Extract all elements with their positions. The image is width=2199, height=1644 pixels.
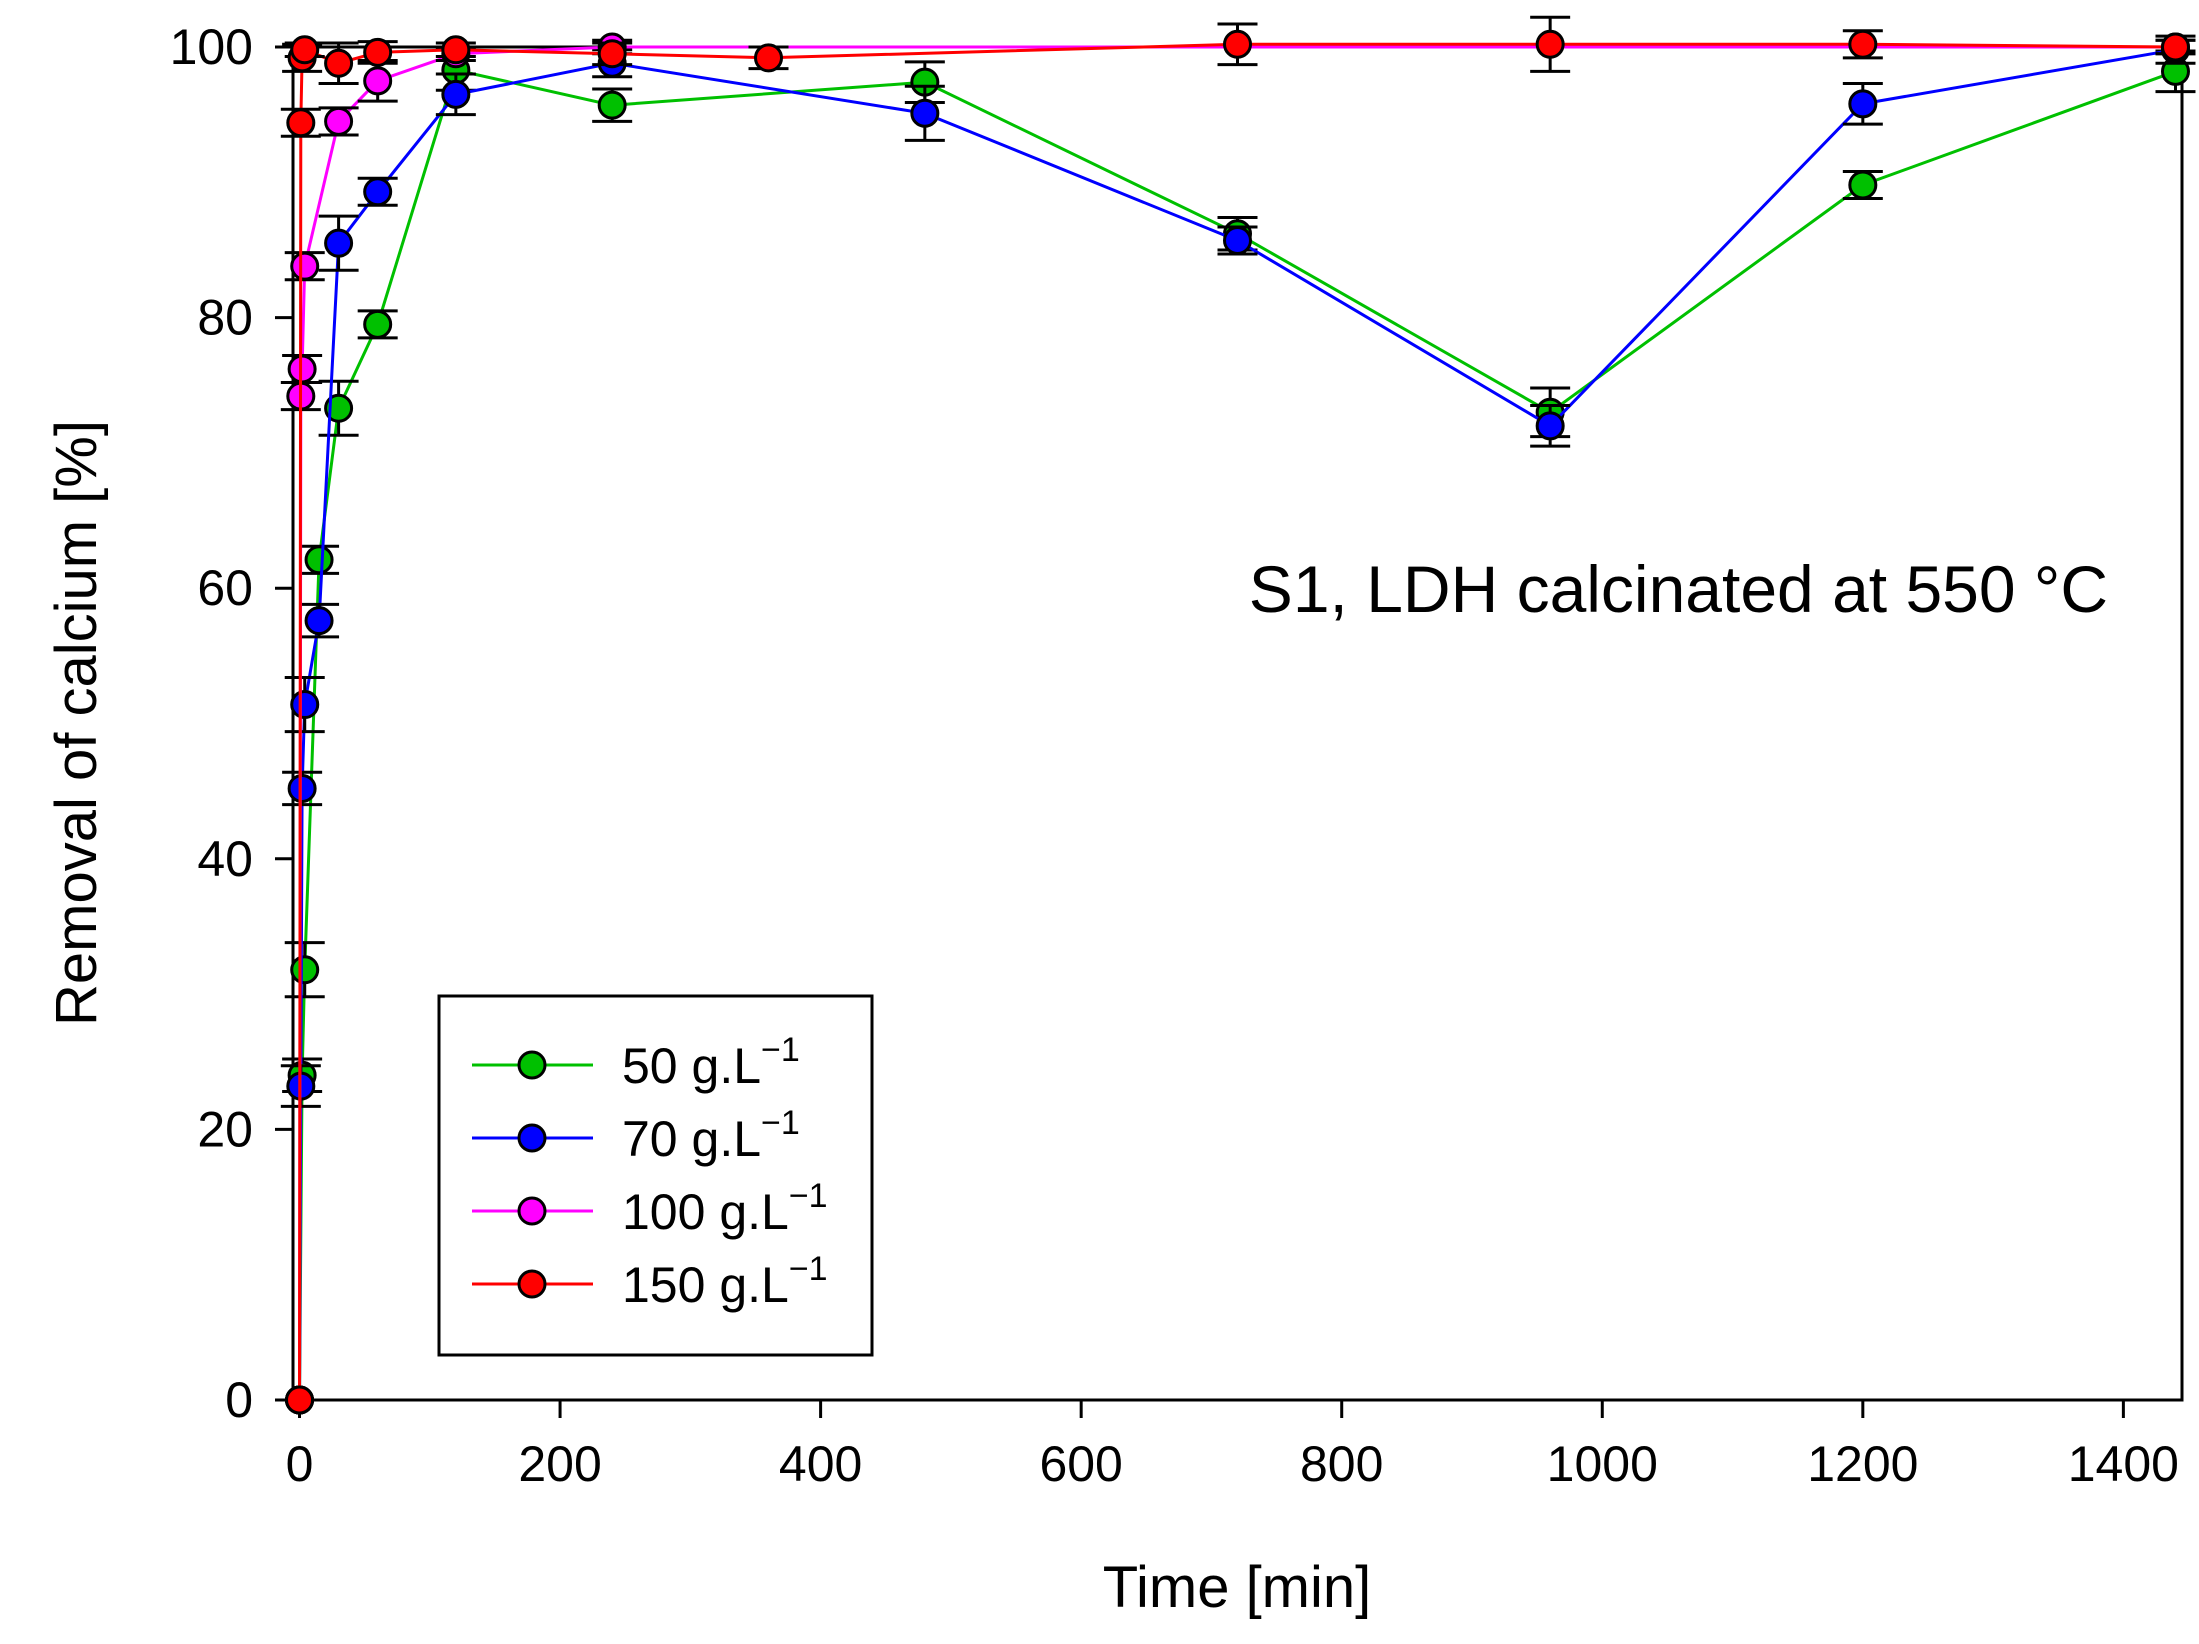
x-tick-label: 1000: [1547, 1436, 1658, 1492]
x-tick-label: 1400: [2068, 1436, 2179, 1492]
data-point: [1848, 170, 1878, 200]
chart-annotation: S1, LDH calcinated at 550 °C: [1249, 552, 2108, 626]
data-point: [2160, 32, 2190, 62]
data-point: [290, 690, 320, 720]
data-point: [1223, 225, 1252, 255]
x-tick-label: 400: [779, 1436, 862, 1492]
data-point: [324, 106, 354, 136]
legend-box: [437, 994, 874, 1357]
data-point: [363, 37, 393, 67]
legend-marker: [517, 1196, 547, 1226]
data-point: [287, 354, 317, 384]
data-point: [597, 90, 627, 120]
data-point: [286, 108, 316, 138]
data-point: [324, 228, 354, 258]
data-point: [363, 309, 393, 339]
y-tick-label: 0: [225, 1372, 253, 1428]
series-layer: [280, 15, 2196, 1415]
x-tick-label: 0: [286, 1436, 314, 1492]
data-point: [441, 35, 471, 65]
data-point: [304, 545, 334, 575]
data-point: [285, 1385, 315, 1415]
x-axis-label: Time [min]: [1103, 1555, 1372, 1620]
data-point: [290, 251, 320, 281]
y-tick-label: 80: [197, 290, 253, 346]
x-axis: 0 200 400 600 800 1000 1200 1400: [286, 1400, 2179, 1492]
y-tick-label: 20: [197, 1101, 253, 1157]
data-point: [754, 43, 784, 73]
series-4: [280, 15, 2196, 1415]
data-point: [324, 393, 354, 423]
legend-marker: [517, 1269, 547, 1299]
data-point: [363, 177, 393, 207]
y-tick-label: 60: [197, 560, 253, 616]
y-tick-label: 100: [170, 19, 253, 75]
y-axis: 0 20 40 60 80 100: [170, 19, 293, 1428]
data-point: [324, 48, 354, 78]
data-point: [597, 39, 627, 69]
data-point: [1535, 29, 1565, 59]
data-point: [910, 98, 940, 128]
x-tick-label: 600: [1039, 1436, 1122, 1492]
data-point: [304, 606, 334, 636]
x-tick-label: 200: [518, 1436, 601, 1492]
data-point: [287, 773, 317, 803]
y-tick-label: 40: [197, 831, 253, 887]
data-point: [363, 66, 393, 96]
x-tick-label: 1200: [1807, 1436, 1918, 1492]
y-axis-label: Removal of calcium [%]: [44, 420, 109, 1026]
data-point: [1848, 89, 1878, 119]
x-tick-label: 800: [1300, 1436, 1383, 1492]
legend-marker: [517, 1050, 547, 1080]
data-point: [1848, 29, 1878, 59]
data-point: [1535, 411, 1565, 441]
data-point: [290, 955, 320, 985]
legend-marker: [517, 1123, 547, 1153]
series-2: [280, 34, 2196, 1415]
data-point: [1223, 29, 1252, 59]
data-point: [441, 79, 471, 109]
data-point: [290, 35, 320, 65]
